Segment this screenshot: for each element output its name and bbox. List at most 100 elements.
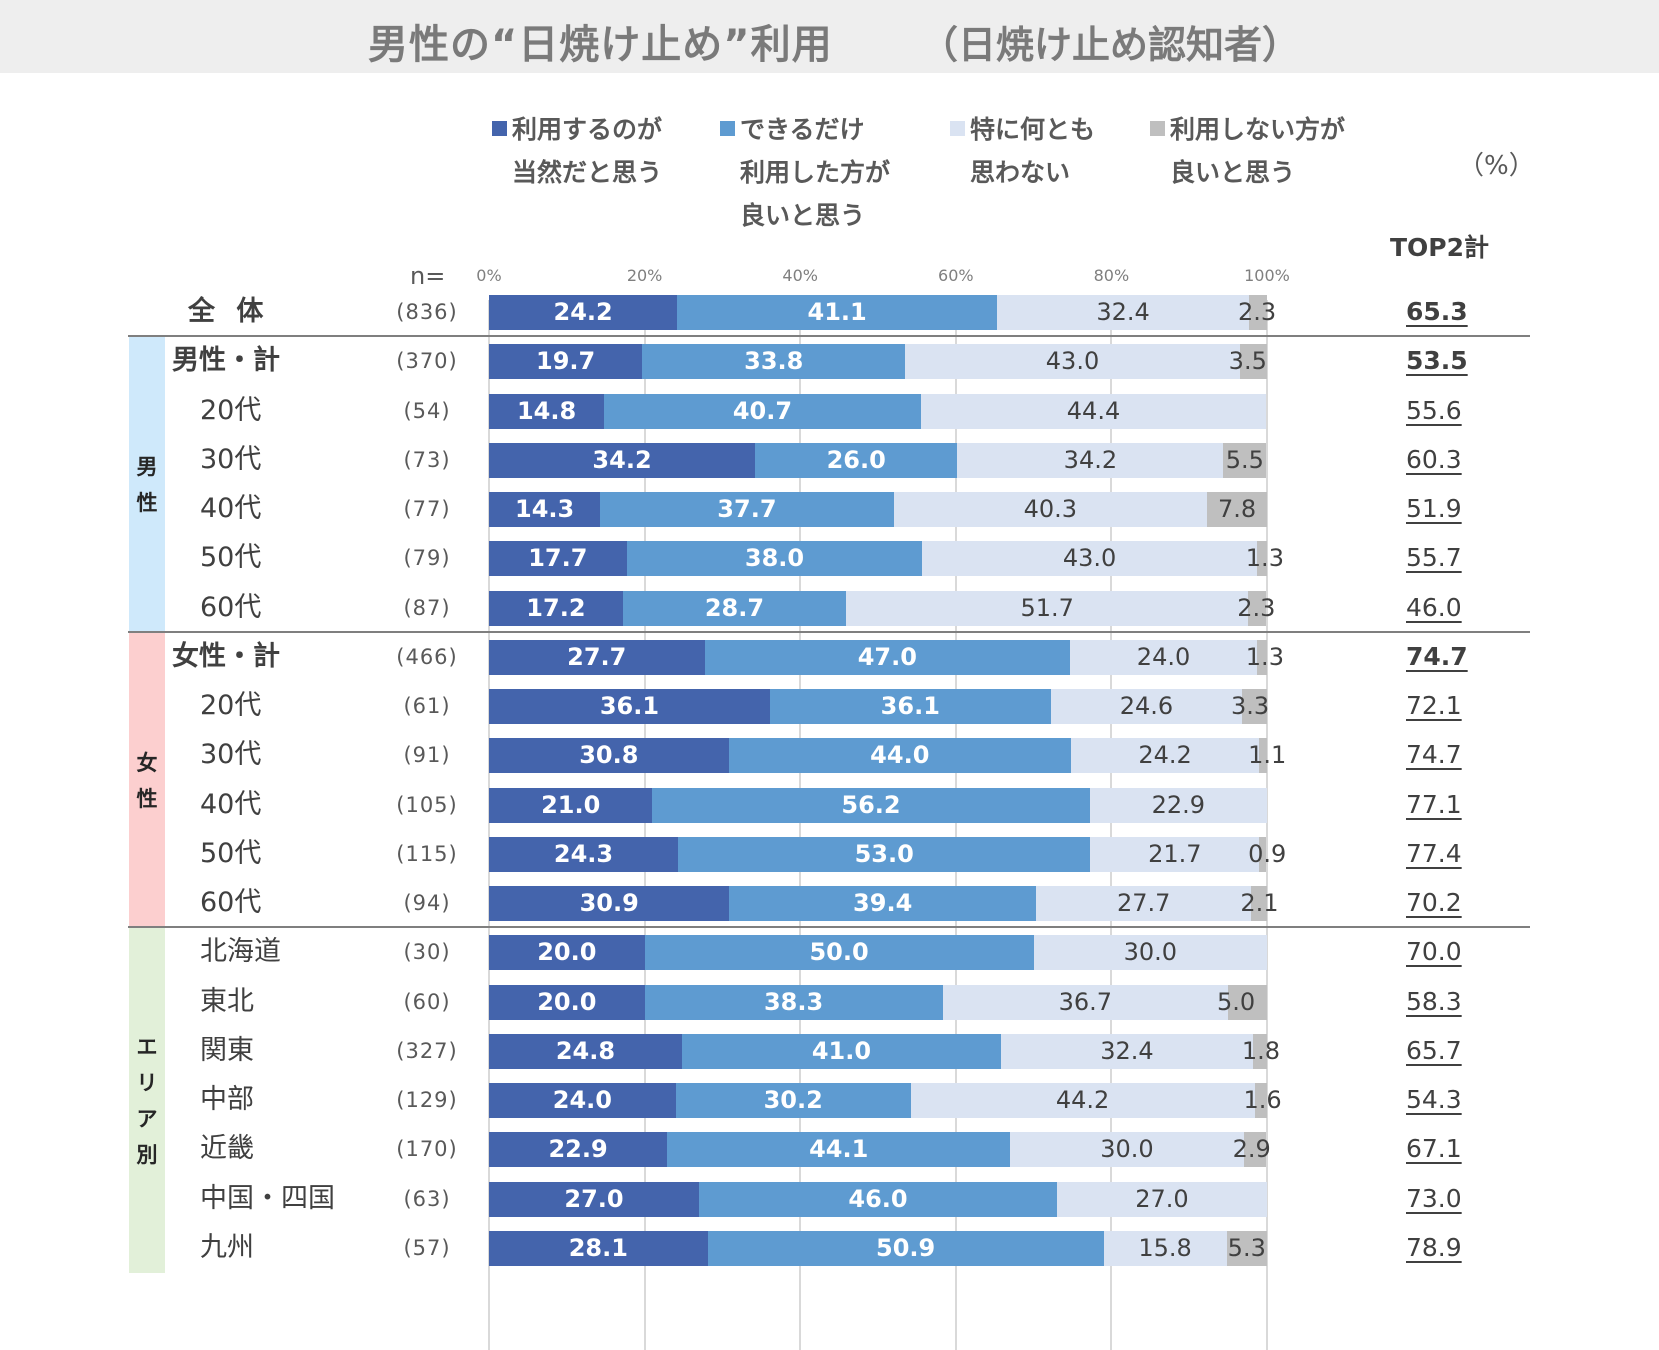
group-label-char: ア (136, 1106, 158, 1131)
legend-label: 利用しない方が (1170, 115, 1346, 144)
bar-segment (489, 344, 643, 380)
bar-segment (1090, 836, 1260, 872)
bar-value-label: 28.7 (704, 593, 765, 622)
bar-value-label: 34.2 (592, 445, 652, 474)
bar-segment (1226, 1230, 1267, 1266)
bar-value-label: 14.8 (516, 396, 577, 425)
bar-segment (1239, 344, 1267, 380)
bar-segment (1010, 1132, 1244, 1168)
bar-value-label: 28.1 (568, 1233, 628, 1262)
legend-swatch (492, 121, 507, 136)
bar-value-label: 1.3 (1245, 544, 1284, 573)
bar-segment (1207, 492, 1267, 527)
bar-value-label: 56.2 (841, 790, 901, 819)
x-tick-label: 100% (1244, 266, 1290, 285)
bar-value-label: 1.3 (1245, 642, 1284, 671)
bar-value-label: 30.2 (763, 1086, 823, 1114)
bar-value-label: 38.3 (763, 987, 824, 1016)
bar-segment (489, 541, 627, 577)
bar-segment (681, 1033, 1001, 1069)
bar-value-label: 5.0 (1217, 987, 1256, 1016)
row-n: (91) (403, 743, 451, 768)
chart-title: 男性の“日焼け止め”利用 (368, 22, 833, 68)
bar-value-label: 22.9 (1151, 790, 1206, 819)
legend-label: 特に何とも (970, 115, 1096, 144)
row-n: (170) (396, 1137, 458, 1162)
top2-value: 51.9 (1406, 494, 1462, 523)
bar-value-label: 36.1 (599, 692, 660, 720)
bar-value-label: 27.7 (1116, 889, 1171, 917)
row-label: 20代 (200, 394, 262, 426)
bar-value-label: 40.7 (732, 396, 793, 425)
unit-label: （%） (1458, 151, 1535, 181)
group-label-char: 女 (136, 750, 158, 775)
bar-value-label: 7.8 (1217, 495, 1257, 523)
legend-item: できるだけ 利用した方が 良いと思う (720, 108, 890, 237)
bar-value-label: 21.0 (541, 790, 601, 819)
bar-value-label: 30.8 (579, 741, 639, 770)
bar-segment (642, 344, 906, 380)
legend-item: 利用するのが 当然だと思う (492, 108, 662, 194)
row-n: (57) (403, 1235, 451, 1260)
bar-segment (920, 393, 1267, 429)
top2-value: 65.3 (1406, 297, 1468, 326)
top2-value: 46.0 (1406, 592, 1462, 622)
bar-segment (1259, 738, 1267, 774)
bar-value-label: 24.3 (553, 839, 614, 868)
row-label: 20代 (200, 690, 262, 721)
x-tick-label: 40% (782, 266, 818, 285)
row-n: (77) (403, 497, 451, 521)
bar-segment (1089, 787, 1267, 823)
row-n: (73) (403, 447, 451, 472)
bar-segment (489, 492, 601, 527)
bar-value-label: 40.3 (1023, 495, 1078, 523)
row-n: (836) (396, 300, 458, 324)
bar-segment (489, 393, 605, 429)
bar-segment (1103, 1230, 1227, 1266)
top2-value: 72.1 (1406, 691, 1462, 720)
bar-segment (1259, 836, 1267, 872)
bar-value-label: 32.4 (1100, 1036, 1154, 1065)
bar-value-label: 37.7 (717, 495, 777, 523)
bar-segment (1035, 886, 1252, 921)
top2-value: 74.7 (1406, 740, 1462, 770)
top2-value: 54.3 (1406, 1085, 1462, 1114)
group-label-char: エ (136, 1034, 158, 1059)
bar-value-label: 50.0 (809, 938, 869, 967)
row-n: (327) (396, 1038, 458, 1063)
row-label: 全 体 (188, 296, 270, 327)
bar-segment (997, 295, 1250, 330)
bar-value-label: 24.2 (1138, 741, 1192, 770)
row-n: (105) (396, 792, 458, 817)
legend-swatch (1150, 121, 1165, 136)
bar-value-label: 41.1 (807, 298, 867, 326)
row-n: (87) (403, 595, 451, 620)
bar-value-label: 30.0 (1100, 1135, 1154, 1164)
row-n: (466) (396, 644, 458, 669)
bar-segment (652, 787, 1090, 823)
bar-segment (489, 1132, 668, 1168)
row-label: 中国・四国 (200, 1182, 335, 1214)
bar-segment (489, 1181, 700, 1217)
row-label: 九州 (200, 1231, 254, 1263)
top2-value: 67.1 (1406, 1134, 1462, 1164)
group-label: 女性 (129, 745, 165, 817)
bar-segment (910, 1083, 1255, 1118)
bar-value-label: 44.0 (870, 741, 930, 770)
title-band (0, 0, 1659, 73)
bar-segment (489, 590, 623, 626)
legend-swatch (720, 121, 735, 136)
bar-segment (1249, 295, 1267, 330)
bar-value-label: 19.7 (536, 347, 596, 376)
legend-item: 利用しない方が 良いと思う (1150, 108, 1346, 194)
bar-value-label: 15.8 (1138, 1233, 1192, 1262)
row-n: (30) (403, 940, 451, 965)
bar-segment (1033, 935, 1267, 971)
bar-value-label: 20.0 (537, 938, 597, 967)
bar-segment (699, 1181, 1057, 1217)
top2-value: 55.7 (1406, 543, 1462, 573)
group-band (129, 337, 165, 633)
bar-value-label: 43.0 (1045, 347, 1100, 376)
top2-value: 74.7 (1406, 641, 1468, 671)
bar-value-label: 44.1 (809, 1135, 869, 1164)
